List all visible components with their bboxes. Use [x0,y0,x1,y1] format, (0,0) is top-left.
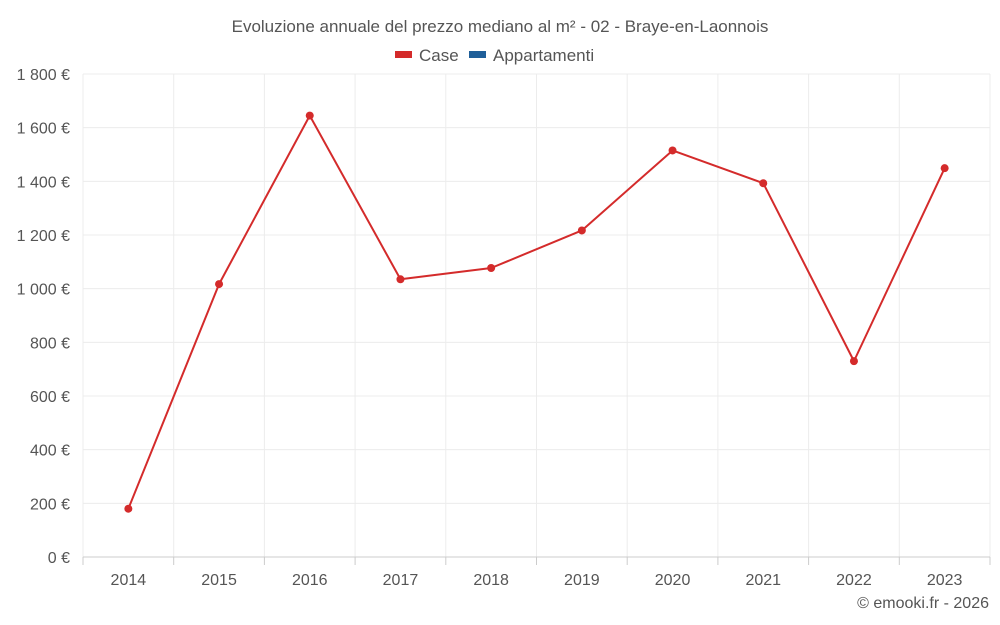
data-point-case-2021[interactable] [759,179,768,188]
y-tick-label: 1 000 € [17,282,70,299]
x-tick-label: 2021 [745,572,781,589]
y-tick-label: 600 € [30,389,70,406]
y-tick-label: 800 € [30,335,70,352]
legend-swatch-case [395,51,412,58]
grid [82,73,991,557]
x-tick-label: 2020 [655,572,691,589]
x-tick-label: 2019 [564,572,600,589]
data-point-case-2022[interactable] [849,357,858,366]
chart-title: Evoluzione annuale del prezzo mediano al… [232,17,769,36]
y-tick-label: 400 € [30,443,70,460]
data-point-case-2016[interactable] [305,111,314,120]
chart-legend: Case Appartamenti [395,46,594,65]
x-tick-label: 2014 [111,572,147,589]
data-point-case-2019[interactable] [577,226,586,235]
data-point-case-2015[interactable] [215,280,224,289]
axes: 0 € 200 € 400 € 600 € 800 € 1 000 € 1 200 € 1 4… [17,67,991,589]
x-tick-label: 2016 [292,572,328,589]
data-point-case-2014[interactable] [124,504,133,513]
copyright-credit: © emooki.fr - 2026 [857,595,989,612]
data-point-case-2017[interactable] [396,275,405,284]
series-line-case [127,114,946,510]
x-tick-label: 2022 [836,572,872,589]
x-tick-label: 2017 [383,572,419,589]
y-tick-label: 1 600 € [17,121,70,138]
data-point-case-2018[interactable] [487,264,496,273]
y-tick-label: 200 € [30,496,70,513]
data-point-case-2020[interactable] [668,146,677,155]
y-tick-label: 1 200 € [17,228,70,245]
y-tick-label: 0 € [48,550,70,567]
series-case [124,111,949,513]
legend-swatch-appartamenti [469,51,486,58]
data-point-case-2023[interactable] [940,164,949,173]
x-tick-label: 2023 [927,572,963,589]
legend-label-appartamenti[interactable]: Appartamenti [493,46,594,65]
y-tick-label: 1 400 € [17,174,70,191]
x-tick-label: 2018 [473,572,509,589]
legend-label-case[interactable]: Case [419,46,459,65]
y-tick-label: 1 800 € [17,67,70,84]
x-tick-label: 2015 [201,572,237,589]
